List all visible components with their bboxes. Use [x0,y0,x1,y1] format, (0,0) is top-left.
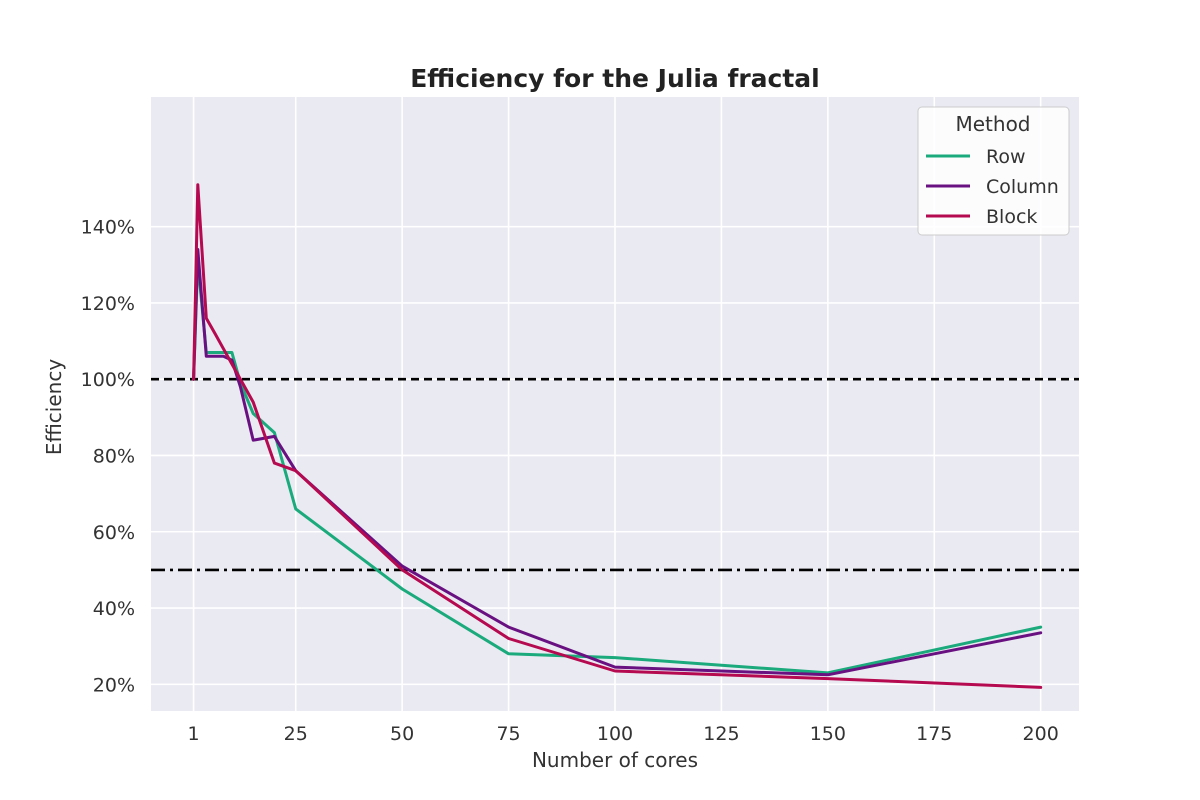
x-tick-label: 125 [703,723,739,745]
x-tick-label: 25 [284,723,308,745]
y-tick-label: 60% [93,522,135,544]
chart-title: Efficiency for the Julia fractal [410,64,820,93]
x-tick-label: 75 [496,723,520,745]
legend-label-row: Row [986,146,1026,168]
y-tick-label: 100% [81,369,135,391]
y-tick-label: 140% [81,217,135,239]
x-axis-ticks: 1 25 50 75 100 125 150 175 200 [188,723,1059,745]
legend: Method Row Column Block [917,106,1070,236]
y-tick-label: 20% [93,674,135,696]
y-axis-label: Efficiency [42,359,66,456]
y-tick-label: 120% [81,293,135,315]
series-line-block [192,183,1043,689]
x-axis-label: Number of cores [532,748,698,772]
legend-label-block: Block [986,206,1037,228]
legend-title: Method [955,112,1030,136]
x-tick-label: 150 [810,723,846,745]
x-tick-label: 200 [1023,723,1059,745]
y-tick-label: 80% [93,445,135,467]
series-line-column [192,248,1043,677]
x-tick-label: 50 [390,723,414,745]
legend-box [917,106,1070,236]
x-tick-label: 1 [188,723,200,745]
legend-items: Row Column Block [926,146,1059,228]
series-lines [192,183,1043,689]
reference-lines [151,377,1079,572]
y-tick-label: 40% [93,598,135,620]
x-tick-label: 100 [597,723,633,745]
legend-label-column: Column [986,176,1059,198]
x-tick-label: 175 [916,723,952,745]
y-axis-ticks: 20% 40% 60% 80% 100% 120% 140% [81,217,135,697]
series-line-row [192,259,1043,675]
